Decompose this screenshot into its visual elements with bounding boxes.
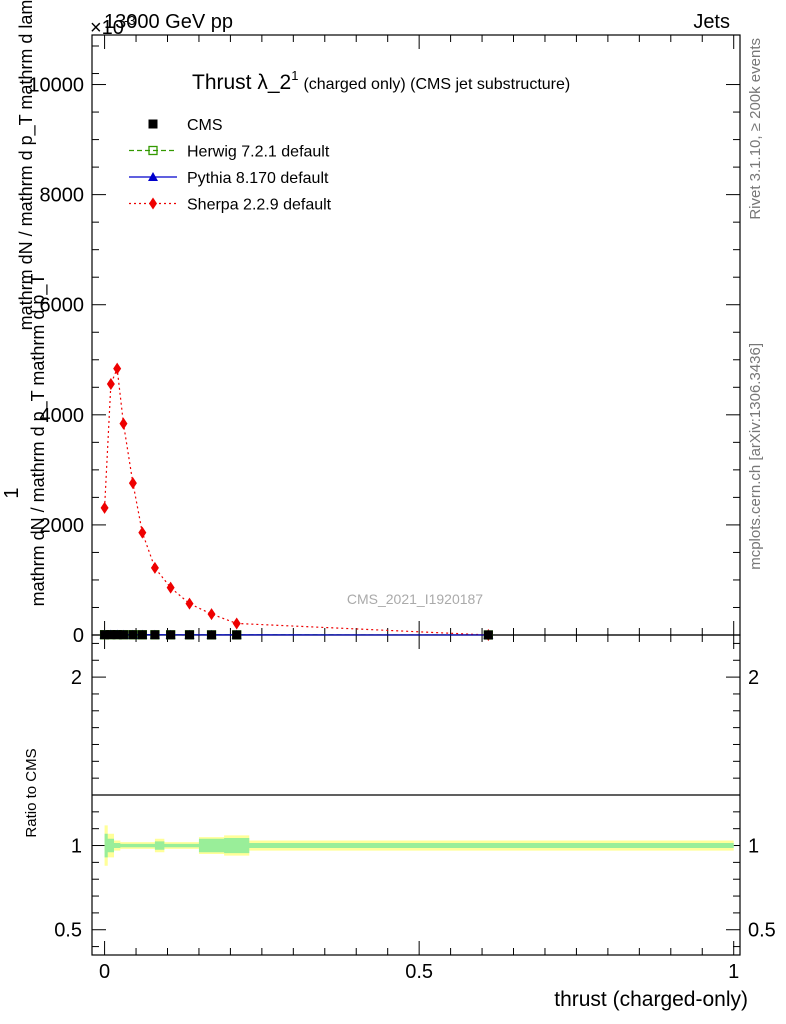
data-point-cms xyxy=(106,630,116,640)
rivet-version-label: Rivet 3.1.10, ≥ 200k events xyxy=(747,38,764,220)
x-tick-label: 0 xyxy=(99,961,110,983)
data-point-cms xyxy=(232,630,242,640)
data-point-cms xyxy=(150,630,160,640)
data-point-herwig xyxy=(148,145,158,156)
data-point-cms xyxy=(148,119,158,129)
data-point-sherpa xyxy=(166,581,175,594)
data-point-cms xyxy=(185,630,195,640)
ratio-tick-label-right: 1 xyxy=(748,836,759,858)
data-point-cms xyxy=(483,630,493,640)
main-y-axis: 0 2000 4000 6000 8000 10000 xyxy=(28,45,740,647)
process-label: Jets xyxy=(693,11,730,33)
plot-title: Thrust λ_21(charged only) (CMS jet subst… xyxy=(192,68,570,94)
data-point-cms xyxy=(207,630,217,640)
x-axis: 0 0.5 1 xyxy=(99,35,739,983)
ratio-tick-label: 1 xyxy=(71,836,82,858)
legend-label: CMS xyxy=(187,117,223,134)
data-point-sherpa xyxy=(113,362,122,375)
legend-label: Sherpa 2.2.9 default xyxy=(187,197,332,214)
y-axis-label-fraction-bottom: mathrm dN / mathrm d p_T mathrm d p_T xyxy=(28,274,49,607)
data-point-sherpa xyxy=(150,561,159,574)
data-point-sherpa xyxy=(232,617,241,630)
ratio-uncertainty-bands xyxy=(104,825,734,866)
x-tick-label: 0.5 xyxy=(405,961,433,983)
data-point-cms xyxy=(118,630,128,640)
collision-energy-label: 13000 GeV pp xyxy=(104,11,233,33)
exponent-label: ×10-3 xyxy=(90,13,136,39)
y-tick-label: 2000 xyxy=(40,515,85,537)
data-point-cms xyxy=(137,630,147,640)
data-point-sherpa xyxy=(119,417,128,430)
data-point-cms xyxy=(100,630,110,640)
y-tick-label: 6000 xyxy=(40,295,85,317)
analysis-watermark: CMS_2021_I1920187 xyxy=(347,591,483,607)
data-point-cms xyxy=(166,630,176,640)
data-point-sherpa xyxy=(106,377,115,390)
x-axis-label: thrust (charged-only) xyxy=(554,988,748,1011)
data-point-pythia xyxy=(148,172,158,181)
y-axis-label-fraction-top: mathrm dN / mathrm d p_T mathrm d lambda xyxy=(16,0,37,330)
data-point-sherpa xyxy=(207,608,216,621)
data-point-sherpa xyxy=(138,526,147,539)
data-point-cms xyxy=(128,630,138,640)
legend: CMS Herwig 7.2.1 default Pythia 8.170 defa… xyxy=(129,117,332,214)
ratio-tick-label: 2 xyxy=(71,667,82,689)
data-point-sherpa xyxy=(149,197,157,210)
ratio-y-axis-label: Ratio to CMS xyxy=(23,748,40,837)
y-axis-label-numerator: 1 xyxy=(1,487,23,498)
legend-label: Pythia 8.170 default xyxy=(187,170,329,187)
ratio-band xyxy=(104,833,734,858)
data-point-sherpa xyxy=(185,597,194,610)
y-tick-label: 10000 xyxy=(28,75,84,97)
x-tick-label: 1 xyxy=(728,961,739,983)
legend-label: Herwig 7.2.1 default xyxy=(187,144,330,161)
data-point-cms xyxy=(112,630,122,640)
ratio-tick-label-right: 2 xyxy=(748,667,759,689)
data-series xyxy=(99,362,494,641)
data-point-sherpa xyxy=(128,477,137,490)
series-line xyxy=(103,368,489,636)
ratio-tick-label: 0.5 xyxy=(54,920,82,942)
y-tick-label: 8000 xyxy=(40,185,85,207)
y-tick-label: 4000 xyxy=(40,405,85,427)
ratio-tick-label-right: 0.5 xyxy=(748,920,776,942)
data-point-sherpa xyxy=(100,501,109,514)
y-tick-label: 0 xyxy=(73,625,84,647)
mcplots-label: mcplots.cern.ch [arXiv:1306.3436] xyxy=(747,343,764,570)
